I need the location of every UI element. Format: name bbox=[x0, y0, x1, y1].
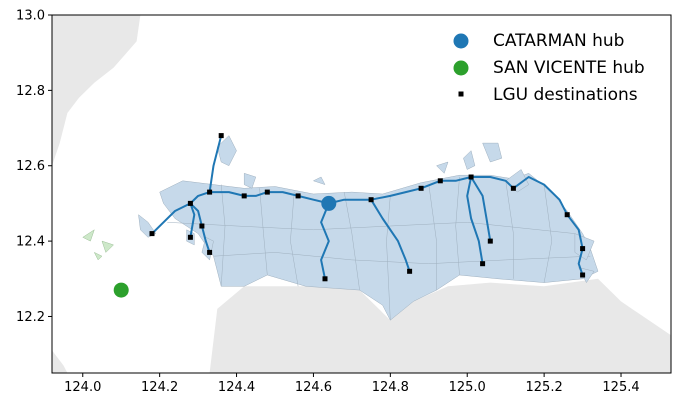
municipal-boundary-6 bbox=[455, 176, 460, 276]
destination-marker-16 bbox=[480, 261, 486, 267]
surrounding-land bbox=[52, 15, 671, 373]
y-axis-ticks: 12.2 12.4 12.6 12.8 13.0 bbox=[16, 9, 52, 325]
west-land bbox=[52, 15, 141, 166]
legend-label-san-vicente: SAN VICENTE hub bbox=[493, 58, 645, 78]
province-municipalities bbox=[159, 173, 599, 321]
destination-marker-9 bbox=[295, 193, 301, 199]
municipal-boundary-1 bbox=[259, 188, 268, 276]
destination-marker-3 bbox=[199, 223, 205, 229]
municipal-boundary-0 bbox=[220, 184, 226, 287]
destination-marker-4 bbox=[207, 189, 213, 195]
route-1 bbox=[151, 202, 192, 235]
map-frame bbox=[51, 14, 672, 374]
catarman-hub-marker bbox=[321, 195, 337, 211]
legend: CATARMAN hub SAN VICENTE hub LGU destina… bbox=[453, 31, 645, 105]
island-8 bbox=[482, 142, 503, 163]
route-6 bbox=[327, 176, 473, 205]
municipal-boundary-2 bbox=[290, 192, 299, 287]
y-tick-label-1: 12.4 bbox=[16, 235, 45, 250]
destination-marker-1 bbox=[187, 234, 193, 240]
route-7 bbox=[370, 198, 411, 273]
legend-marker-catarman bbox=[453, 33, 469, 49]
municipal-boundary-10 bbox=[213, 252, 591, 264]
san-vicente-hub-marker bbox=[113, 282, 129, 298]
destination-marker-20 bbox=[580, 246, 586, 252]
destination-marker-14 bbox=[437, 178, 443, 184]
island-5 bbox=[312, 176, 326, 186]
municipal-boundary-4 bbox=[386, 195, 391, 321]
lgu-destinations bbox=[149, 133, 586, 282]
destination-marker-11 bbox=[368, 197, 374, 203]
municipal-boundary-9 bbox=[167, 222, 575, 234]
destination-marker-6 bbox=[218, 133, 224, 139]
x-tick-label-4: 124.8 bbox=[372, 380, 409, 395]
municipal-boundary-3 bbox=[343, 192, 360, 291]
island-4 bbox=[243, 172, 257, 189]
municipal-boundary-5 bbox=[428, 184, 437, 291]
island-6 bbox=[436, 161, 449, 174]
legend-marker-destinations bbox=[458, 91, 464, 97]
destination-marker-0 bbox=[149, 231, 155, 237]
destination-marker-18 bbox=[510, 185, 516, 191]
destination-marker-7 bbox=[241, 193, 247, 199]
x-tick-label-1: 124.2 bbox=[141, 380, 178, 395]
municipal-boundary-7 bbox=[505, 180, 514, 279]
route-5 bbox=[320, 202, 330, 280]
y-tick-label-2: 12.6 bbox=[16, 159, 45, 174]
x-tick-label-3: 124.6 bbox=[295, 380, 332, 395]
municipal-boundary-8 bbox=[543, 184, 553, 283]
legend-label-catarman: CATARMAN hub bbox=[493, 31, 624, 51]
destination-marker-21 bbox=[580, 272, 586, 278]
island-7 bbox=[463, 150, 476, 170]
y-tick-label-3: 12.8 bbox=[16, 84, 45, 99]
destination-marker-15 bbox=[468, 174, 474, 180]
route-9 bbox=[470, 176, 492, 243]
san-vicente-island-2 bbox=[93, 251, 103, 261]
legend-label-destinations: LGU destinations bbox=[493, 85, 638, 105]
destination-marker-17 bbox=[487, 238, 493, 244]
x-tick-label-0: 124.0 bbox=[64, 380, 101, 395]
route-0 bbox=[189, 191, 330, 205]
route-8 bbox=[466, 176, 484, 265]
y-tick-label-0: 12.2 bbox=[16, 310, 45, 325]
route-10 bbox=[470, 176, 515, 190]
hubs bbox=[113, 195, 337, 298]
southwest-land bbox=[52, 350, 68, 373]
destination-marker-10 bbox=[322, 276, 328, 282]
route-11 bbox=[512, 176, 569, 216]
island-3 bbox=[217, 135, 237, 167]
x-tick-label-6: 125.2 bbox=[526, 380, 563, 395]
route-network bbox=[151, 134, 584, 280]
x-axis-ticks: 124.0 124.2 124.4 124.6 124.8 125.0 125.2 125.4 bbox=[64, 373, 640, 395]
x-tick-label-5: 125.0 bbox=[449, 380, 486, 395]
x-tick-label-7: 125.4 bbox=[602, 380, 639, 395]
x-tick-label-2: 124.4 bbox=[218, 380, 255, 395]
destination-marker-5 bbox=[207, 249, 213, 255]
route-2 bbox=[189, 202, 196, 239]
y-tick-label-4: 13.0 bbox=[16, 9, 45, 24]
destination-marker-8 bbox=[264, 189, 270, 195]
legend-marker-san-vicente bbox=[453, 60, 469, 76]
destination-marker-2 bbox=[187, 200, 193, 206]
route-4 bbox=[208, 134, 223, 194]
destination-marker-13 bbox=[418, 185, 424, 191]
map-layers bbox=[52, 15, 671, 373]
destination-marker-19 bbox=[564, 212, 570, 218]
samar-mainland-land bbox=[209, 278, 671, 373]
san-vicente-island-0 bbox=[82, 229, 95, 242]
destination-marker-12 bbox=[407, 268, 413, 274]
san-vicente-island-1 bbox=[101, 240, 114, 253]
